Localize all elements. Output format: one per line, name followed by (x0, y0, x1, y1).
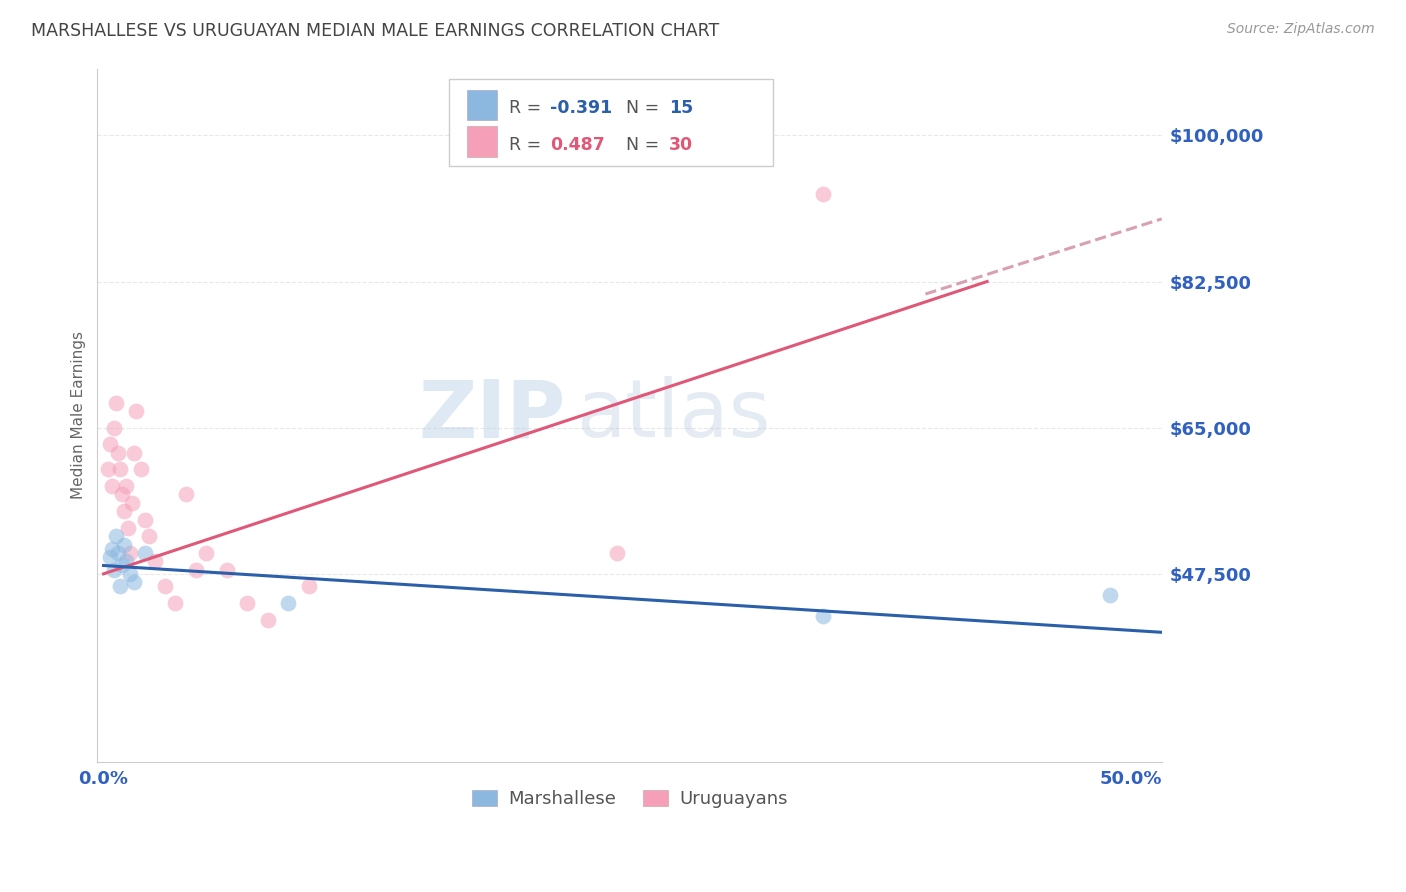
Point (606, 546, 628, 560)
Point (107, 446, 129, 460)
Point (100, 479, 122, 493)
Legend: Marshallese, Uruguayans: Marshallese, Uruguayans (464, 782, 794, 815)
Text: N =: N = (626, 99, 665, 117)
Point (125, 404, 148, 418)
Point (257, 613, 280, 627)
Text: R =: R = (509, 136, 547, 153)
Point (112, 504, 135, 518)
Text: ZIP: ZIP (419, 376, 565, 454)
Point (108, 462, 131, 476)
Text: 30: 30 (669, 136, 693, 153)
Point (120, 566, 142, 581)
Point (104, 395, 127, 409)
Point (811, 186, 834, 201)
Text: 15: 15 (669, 99, 693, 117)
Point (111, 487, 134, 501)
Point (174, 487, 197, 501)
Point (298, 579, 321, 593)
Point (98, 550, 121, 565)
Point (104, 529, 127, 543)
FancyBboxPatch shape (449, 78, 773, 166)
Point (112, 538, 135, 552)
Point (103, 563, 125, 577)
Text: -0.391: -0.391 (550, 99, 612, 117)
Point (120, 546, 142, 560)
Point (134, 546, 156, 560)
Point (138, 529, 160, 543)
Point (143, 554, 166, 568)
Point (811, 608, 834, 623)
Point (277, 596, 299, 610)
Point (115, 479, 138, 493)
Point (129, 462, 152, 476)
Text: R =: R = (509, 99, 547, 117)
Point (115, 554, 138, 568)
Point (215, 563, 238, 577)
Point (1099, 588, 1122, 602)
Bar (467, 127, 496, 157)
Point (97, 462, 120, 476)
Text: atlas: atlas (576, 376, 770, 454)
Point (134, 512, 156, 526)
Point (195, 546, 218, 560)
Point (108, 579, 131, 593)
Point (165, 596, 187, 610)
Point (107, 546, 129, 560)
Point (236, 596, 259, 610)
Point (124, 446, 146, 460)
Point (184, 563, 207, 577)
Text: MARSHALLESE VS URUGUAYAN MEDIAN MALE EARNINGS CORRELATION CHART: MARSHALLESE VS URUGUAYAN MEDIAN MALE EAR… (31, 22, 720, 40)
Bar (467, 90, 496, 120)
Text: Source: ZipAtlas.com: Source: ZipAtlas.com (1227, 22, 1375, 37)
Point (98, 437, 121, 451)
Point (117, 521, 139, 535)
Point (103, 420, 125, 434)
Point (111, 558, 134, 573)
Y-axis label: Median Male Earnings: Median Male Earnings (72, 331, 86, 500)
Point (153, 579, 176, 593)
Text: 0.487: 0.487 (550, 136, 605, 153)
Point (124, 575, 146, 590)
Text: N =: N = (626, 136, 665, 153)
Point (121, 496, 143, 510)
Point (100, 541, 122, 556)
